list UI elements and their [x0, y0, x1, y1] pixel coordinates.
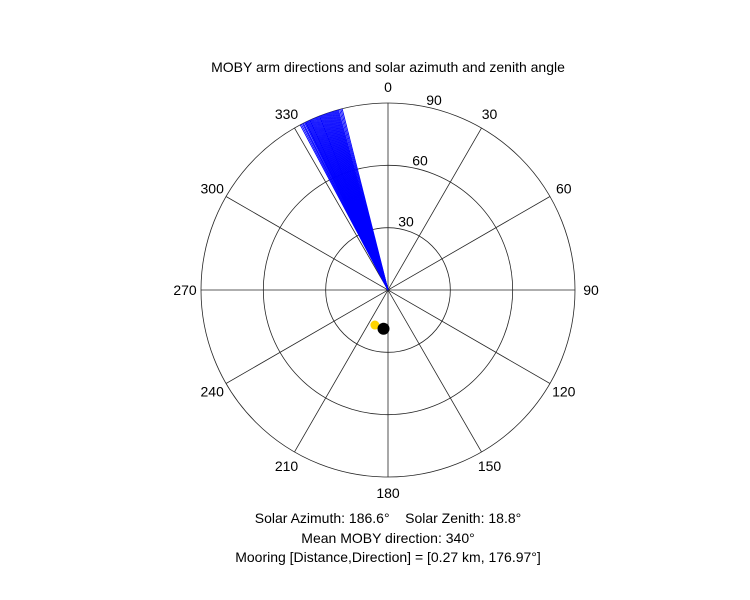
angle-tick-label: 60: [556, 181, 572, 197]
radial-tick-label: 30: [398, 213, 414, 229]
chart-title: MOBY arm directions and solar azimuth an…: [211, 59, 565, 75]
angle-tick-label: 90: [583, 282, 599, 298]
mooring-text: Mooring [Distance,Direction] = [0.27 km,…: [235, 549, 541, 565]
solar-info-text: Solar Azimuth: 186.6° Solar Zenith: 18.8…: [255, 510, 521, 526]
angle-tick-label: 330: [275, 106, 299, 122]
angle-tick-label: 30: [482, 106, 498, 122]
angle-tick-label: 0: [384, 79, 392, 95]
angle-tick-label: 270: [173, 282, 197, 298]
sun-marker: [370, 320, 380, 330]
angle-tick-label: 300: [201, 181, 225, 197]
radial-tick-label: 90: [426, 92, 442, 108]
angle-tick-label: 210: [275, 458, 299, 474]
mean-direction-text: Mean MOBY direction: 340°: [301, 530, 474, 546]
angle-tick-label: 120: [552, 384, 576, 400]
mooring-marker: [377, 322, 390, 335]
radial-tick-labels: 30 60 90: [398, 92, 442, 229]
angle-tick-label: 150: [478, 458, 502, 474]
arm-direction-line: [341, 108, 389, 291]
angle-tick-label: 240: [201, 384, 225, 400]
markers: [370, 320, 390, 335]
arm-direction-lines: [299, 108, 389, 291]
angle-tick-labels: 0 30 60 90 120 150 180 210 240 270 300 330: [173, 79, 599, 501]
angle-tick-label: 180: [376, 485, 400, 501]
radial-tick-label: 60: [412, 153, 428, 169]
